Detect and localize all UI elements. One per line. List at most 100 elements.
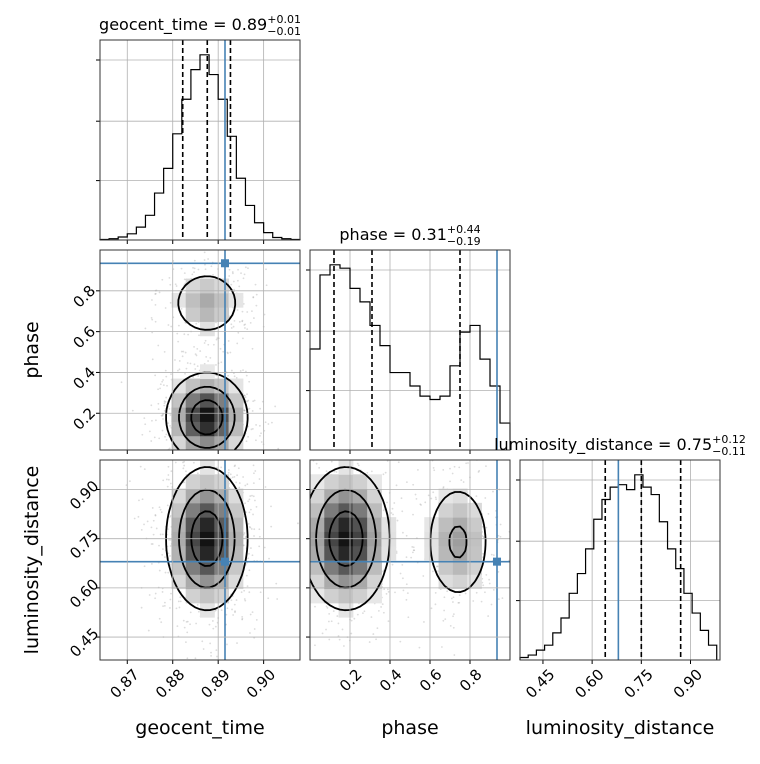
contour-geocent-time-vs-phase-sample — [193, 267, 196, 270]
contour-geocent-time-vs-phase-sample — [179, 463, 181, 465]
contour-phase-vs-luminosity-distance-sample — [321, 632, 324, 635]
contour-geocent-time-vs-phase-sample — [185, 468, 187, 470]
contour-phase-vs-luminosity-distance-sample — [396, 519, 399, 522]
contour-phase-vs-luminosity-distance-sample — [451, 472, 454, 475]
contour-geocent-time-vs-phase-density-cell — [200, 292, 215, 308]
contour-geocent-time-vs-luminosity-distance-sample — [245, 562, 248, 564]
contour-phase-vs-luminosity-distance-sample — [432, 467, 435, 469]
contour-geocent-time-vs-luminosity-distance-sample — [178, 606, 181, 609]
contour-phase-vs-luminosity-distance-contour-level-2 — [328, 510, 364, 567]
contour-phase-vs-luminosity-distance-sample — [353, 617, 356, 620]
contour-geocent-time-vs-phase-sample — [164, 307, 167, 309]
contour-geocent-time-vs-luminosity-distance-sample — [245, 436, 247, 438]
contour-phase-vs-luminosity-distance-sample — [395, 484, 398, 487]
contour-phase-vs-luminosity-distance-sample — [366, 471, 369, 474]
contour-geocent-time-vs-phase-sample — [255, 304, 258, 307]
contour-geocent-time-vs-phase-sample — [243, 394, 246, 397]
contour-phase-vs-luminosity-distance-sample — [287, 540, 289, 542]
contour-geocent-time-vs-luminosity-distance-sample — [138, 499, 140, 502]
contour-geocent-time-vs-phase-sample — [233, 319, 236, 322]
hist-luminosity-distance-xtick-label-0: 0.45 — [522, 666, 558, 702]
hist-geocent-time-steps — [99, 54, 301, 241]
contour-phase-vs-luminosity-distance-sample — [411, 546, 414, 548]
contour-phase-vs-luminosity-distance-sample — [484, 591, 486, 594]
contour-geocent-time-vs-luminosity-distance-sample — [169, 545, 172, 547]
contour-geocent-time-vs-luminosity-distance-sample — [152, 533, 155, 536]
contour-geocent-time-vs-phase-sample — [180, 307, 183, 310]
contour-phase-vs-luminosity-distance-density-cell — [367, 474, 382, 490]
contour-geocent-time-vs-phase-sample — [249, 468, 251, 470]
contour-phase-vs-luminosity-distance-sample — [343, 645, 345, 647]
contour-phase-vs-luminosity-distance-sample — [357, 438, 359, 440]
contour-phase-vs-luminosity-distance-sample — [442, 469, 445, 471]
contour-geocent-time-vs-phase-sample — [155, 419, 157, 422]
contour-geocent-time-vs-phase-sample — [169, 283, 172, 286]
contour-phase-vs-luminosity-distance-sample — [497, 570, 500, 573]
contour-geocent-time-vs-phase-sample — [246, 400, 249, 403]
contour-phase-vs-luminosity-distance-sample — [420, 504, 422, 506]
contour-phase-vs-luminosity-distance-sample — [482, 552, 485, 555]
contour-geocent-time-vs-luminosity-distance-sample — [247, 557, 250, 560]
contour-geocent-time-vs-phase-sample — [244, 327, 246, 329]
contour-geocent-time-vs-luminosity-distance-ytick-label-2: 0.75 — [66, 526, 102, 562]
contour-geocent-time-vs-luminosity-distance-sample — [220, 466, 223, 469]
contour-geocent-time-vs-phase-sample — [241, 310, 244, 313]
contour-geocent-time-vs-luminosity-distance-density-cell — [185, 588, 201, 604]
contour-geocent-time-vs-phase-sample — [180, 267, 183, 270]
contour-geocent-time-vs-phase-sample — [177, 324, 180, 327]
contour-geocent-time-vs-phase-sample — [178, 471, 180, 473]
contour-phase-vs-luminosity-distance-sample — [382, 473, 385, 476]
contour-geocent-time-vs-phase-ylabel: phase — [21, 321, 43, 378]
contour-phase-vs-luminosity-distance-sample — [333, 470, 336, 473]
contour-phase-vs-luminosity-distance-density-cell — [452, 517, 468, 532]
contour-geocent-time-vs-luminosity-distance-sample — [182, 467, 185, 470]
contour-geocent-time-vs-phase-density-cell — [228, 407, 244, 422]
contour-geocent-time-vs-luminosity-distance-sample — [233, 603, 236, 606]
contour-geocent-time-vs-phase-sample — [245, 374, 248, 377]
contour-geocent-time-vs-luminosity-distance-sample — [185, 641, 187, 644]
contour-geocent-time-vs-phase-sample — [245, 370, 247, 373]
contour-geocent-time-vs-phase-sample — [237, 268, 239, 271]
contour-phase-vs-luminosity-distance-sample — [269, 496, 271, 498]
contour-geocent-time-vs-luminosity-distance-sample — [246, 585, 249, 588]
contour-geocent-time-vs-phase-density-cell — [200, 435, 215, 450]
contour-geocent-time-vs-phase-sample — [227, 340, 230, 342]
contour-geocent-time-vs-phase-sample — [141, 433, 144, 436]
hist-phase-title-main: phase = 0.31 — [339, 225, 446, 244]
contour-geocent-time-vs-luminosity-distance-sample — [216, 453, 218, 455]
contour-geocent-time-vs-phase-sample — [150, 440, 153, 442]
contour-phase-vs-luminosity-distance-sample — [305, 581, 307, 583]
hist-luminosity-distance-frame — [519, 459, 721, 661]
contour-geocent-time-vs-phase-truth-marker — [221, 259, 229, 268]
contour-geocent-time-vs-phase-sample — [165, 471, 167, 473]
contour-geocent-time-vs-luminosity-distance-sample — [183, 626, 186, 629]
contour-geocent-time-vs-phase-sample — [198, 334, 200, 337]
contour-geocent-time-vs-phase-sample — [232, 280, 235, 283]
contour-phase-vs-luminosity-distance-sample — [487, 512, 490, 515]
contour-geocent-time-vs-phase-sample — [246, 328, 249, 330]
contour-geocent-time-vs-phase-sample — [204, 453, 206, 455]
contour-geocent-time-vs-phase-sample — [157, 408, 160, 411]
contour-geocent-time-vs-luminosity-distance-sample — [169, 538, 172, 541]
contour-geocent-time-vs-luminosity-distance-sample — [226, 643, 228, 646]
contour-geocent-time-vs-luminosity-distance-sample — [234, 464, 236, 467]
contour-phase-vs-luminosity-distance-sample — [412, 483, 415, 486]
contour-geocent-time-vs-phase-sample — [158, 291, 161, 294]
contour-geocent-time-vs-luminosity-distance-sample — [194, 657, 197, 660]
contour-phase-vs-luminosity-distance-sample — [452, 613, 455, 616]
contour-phase-vs-luminosity-distance-density-cell — [324, 502, 340, 518]
contour-phase-vs-luminosity-distance-sample — [326, 434, 328, 436]
contour-geocent-time-vs-luminosity-distance-xtick-label-1: 0.88 — [152, 666, 188, 702]
contour-geocent-time-vs-luminosity-distance-sample — [176, 625, 179, 628]
contour-phase-vs-luminosity-distance-sample — [307, 507, 309, 509]
contour-geocent-time-vs-phase-sample — [225, 450, 227, 452]
hist-geocent-time-title-lower: −0.01 — [267, 25, 301, 38]
contour-geocent-time-vs-luminosity-distance-sample — [141, 498, 144, 501]
contour-geocent-time-vs-phase-sample — [253, 399, 256, 402]
contour-geocent-time-vs-luminosity-distance-sample — [154, 592, 157, 595]
contour-phase-vs-luminosity-distance-sample — [303, 575, 305, 577]
contour-geocent-time-vs-phase-sample — [143, 417, 146, 419]
contour-geocent-time-vs-phase-sample — [264, 421, 267, 424]
contour-geocent-time-vs-luminosity-distance-sample — [249, 526, 252, 529]
contour-geocent-time-vs-phase-sample — [162, 379, 164, 381]
